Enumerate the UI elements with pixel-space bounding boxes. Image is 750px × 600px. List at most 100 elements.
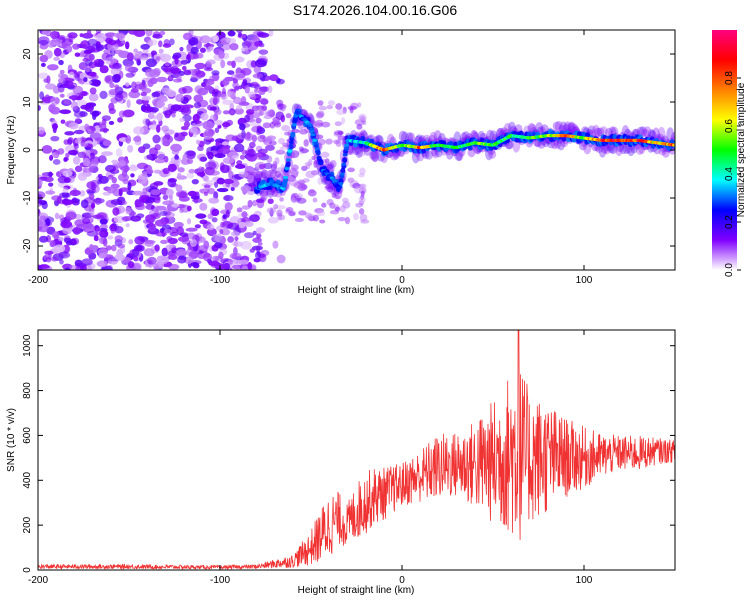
spectrogram-cell: [221, 121, 231, 128]
spectrogram-cell: [196, 236, 206, 243]
spectrogram-cell: [89, 152, 96, 160]
spectrogram-cell: [75, 99, 88, 107]
spectrogram-cell: [51, 231, 60, 238]
spectrogram-xtick-label: 100: [576, 275, 593, 286]
spectrogram-cell: [359, 213, 368, 222]
snr-ytick-label: 1000: [22, 334, 33, 357]
spectrogram-cell: [153, 263, 159, 270]
spectrogram-cell: [242, 79, 248, 85]
spectrogram-cell: [97, 178, 102, 185]
spectrogram-cell: [252, 73, 264, 79]
spectrogram-cell: [261, 105, 268, 111]
spectrogram-cell: [296, 197, 307, 204]
spectrogram-cell: [197, 166, 204, 173]
spectrogram-cell: [44, 218, 51, 227]
spectrogram-cell: [137, 175, 148, 185]
spectrogram-cell: [77, 151, 87, 159]
spectrogram-cell: [148, 222, 154, 227]
spectrogram-cell: [298, 210, 307, 216]
spectrogram-cell: [176, 73, 182, 82]
spectrogram-cell: [183, 120, 190, 128]
spectrogram-cell: [254, 175, 259, 183]
spectrogram-cell: [65, 211, 77, 220]
spectrogram-cell: [326, 105, 333, 110]
spectrogram-cell: [333, 195, 341, 200]
spectrogram-cell: [63, 139, 70, 145]
spectrogram-cell: [229, 43, 239, 51]
spectrogram-cell: [325, 138, 333, 145]
spectrogram-cell: [136, 99, 144, 105]
spectrogram-cell: [671, 143, 675, 147]
spectrogram-ylabel: Frequency (Hz): [6, 116, 17, 185]
spectrogram-cell: [251, 94, 257, 100]
spectrogram-cell: [38, 264, 50, 269]
spectrogram-cell: [311, 120, 320, 126]
spectrogram-cell: [38, 105, 41, 111]
spectrogram-cell: [114, 73, 121, 80]
spectrogram-cell: [294, 217, 304, 223]
spectrogram-cell: [51, 123, 59, 130]
spectrogram-cell: [283, 175, 289, 180]
spectrogram-cell: [355, 202, 364, 208]
spectrogram-cell: [204, 78, 215, 86]
spectrogram-cell: [45, 257, 52, 263]
spectrogram-cell: [45, 83, 57, 90]
spectrogram-cell: [94, 62, 100, 67]
spectrogram-cell: [324, 158, 330, 164]
spectrogram-cell: [209, 106, 217, 111]
spectrogram-cell: [53, 244, 66, 253]
spectrogram-cell: [86, 181, 96, 189]
spectrogram-cell: [113, 49, 124, 55]
spectrogram-cell: [99, 128, 110, 133]
spectrogram-cell: [158, 48, 164, 54]
spectrogram-cell: [110, 228, 116, 234]
spectrogram-cell: [291, 139, 298, 145]
spectrogram-cell: [108, 120, 115, 125]
spectrogram-cell: [38, 39, 49, 46]
spectrogram-cell: [128, 239, 134, 245]
spectrogram-cell: [79, 190, 86, 197]
spectrogram-cell: [74, 52, 81, 57]
spectrogram-cell: [179, 232, 189, 237]
spectrogram-cell: [192, 113, 200, 123]
spectrogram-cell: [146, 153, 158, 161]
spectrogram-cell: [62, 187, 69, 194]
spectrogram-cell: [136, 162, 149, 170]
spectrogram-cell: [88, 166, 94, 173]
spectrogram-cell: [45, 190, 56, 195]
spectrogram-cell: [98, 252, 107, 259]
spectrogram-cell: [101, 115, 111, 121]
spectrogram-cell: [218, 50, 225, 59]
spectrogram-cell: [240, 67, 252, 76]
spectrogram-cell: [177, 167, 185, 173]
spectrogram-cell: [150, 213, 161, 219]
spectrogram-cell: [121, 216, 133, 222]
spectrogram-cell: [607, 142, 616, 154]
spectrogram-cell: [73, 142, 79, 150]
spectrogram-cell: [212, 34, 219, 43]
spectrogram-cell: [169, 231, 179, 237]
spectrogram-cell: [254, 106, 263, 114]
spectrogram-cell: [594, 127, 603, 138]
spectrogram-cell: [263, 170, 270, 178]
spectrogram-cell: [347, 167, 355, 173]
spectrogram-cell: [60, 220, 73, 229]
spectrogram-cell: [72, 199, 80, 206]
spectrogram-cell: [248, 181, 256, 188]
spectrogram-cell: [316, 210, 325, 217]
spectrogram-cell: [69, 189, 81, 197]
snr-ytick-label: 200: [22, 516, 33, 533]
spectrogram-cell: [162, 167, 170, 175]
spectrogram-cell: [84, 66, 91, 73]
spectrogram-cell: [205, 179, 217, 186]
spectrogram-cell: [205, 161, 217, 170]
spectrogram-cell: [189, 239, 197, 247]
spectrogram-cell: [313, 159, 318, 168]
spectrogram-cell: [53, 47, 62, 57]
spectrogram-cell: [527, 123, 536, 134]
spectrogram-cell: [248, 214, 260, 223]
spectrogram-cell: [49, 155, 54, 161]
spectrogram-cell: [89, 87, 97, 95]
spectrogram-cell: [104, 164, 116, 173]
